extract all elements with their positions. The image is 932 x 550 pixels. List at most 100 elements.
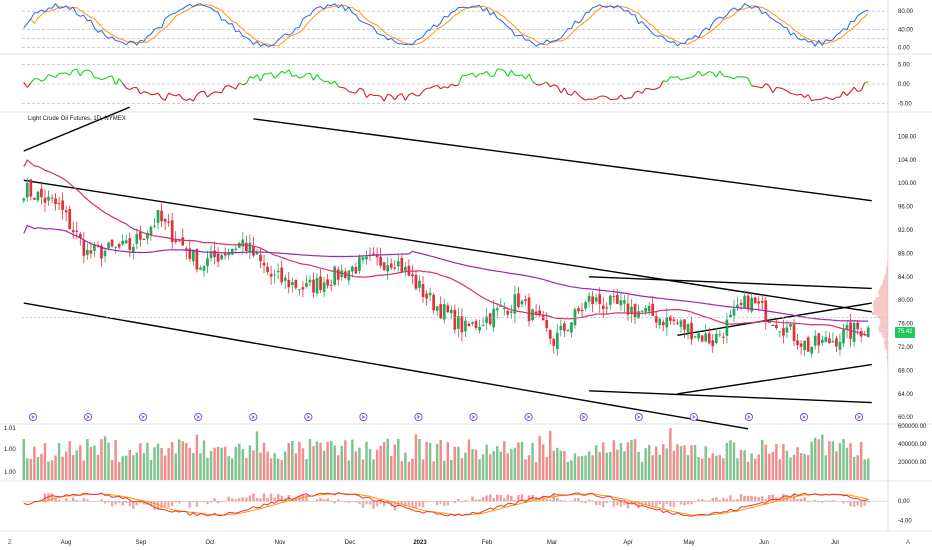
event-marker-icon[interactable] bbox=[524, 412, 533, 422]
volume-bar bbox=[460, 458, 464, 480]
event-marker-icon[interactable] bbox=[414, 412, 423, 422]
stoch-axis-label: 0.00 bbox=[898, 45, 910, 51]
macd-histogram-bar bbox=[117, 501, 121, 504]
x-axis-label: Dec bbox=[345, 540, 356, 546]
candle bbox=[665, 317, 669, 328]
momentum-segment bbox=[154, 92, 159, 95]
volume-left-label: 1.01 bbox=[4, 426, 16, 432]
momentum-segment bbox=[44, 74, 49, 80]
event-marker-icon[interactable] bbox=[799, 412, 808, 422]
momentum-segment bbox=[592, 98, 597, 100]
volume-bar bbox=[216, 446, 220, 480]
macd-histogram-bar bbox=[707, 500, 711, 502]
price-axis-label: 68.00 bbox=[898, 368, 914, 374]
macd-histogram-bar bbox=[573, 498, 577, 502]
candle bbox=[771, 324, 775, 326]
x-axis-label: Jul bbox=[831, 540, 839, 546]
candle bbox=[835, 338, 838, 347]
macd-histogram-bar bbox=[637, 501, 640, 509]
price-pane[interactable] bbox=[22, 106, 888, 430]
volume-bar bbox=[33, 446, 36, 480]
event-marker-icon[interactable] bbox=[139, 412, 148, 422]
candle bbox=[683, 319, 686, 330]
event-marker-icon[interactable] bbox=[634, 412, 643, 422]
macd-histogram-bar bbox=[26, 501, 29, 502]
stochastic-pane[interactable] bbox=[22, 3, 888, 48]
candle bbox=[209, 251, 213, 259]
candle bbox=[400, 257, 404, 273]
volume-pane[interactable] bbox=[22, 428, 870, 480]
momentum-segment bbox=[256, 74, 261, 82]
event-marker-icon[interactable] bbox=[194, 412, 203, 422]
candle bbox=[287, 279, 291, 288]
macd-pane[interactable] bbox=[22, 492, 888, 517]
price-axis-label: 100.00 bbox=[898, 181, 917, 187]
volume-bar bbox=[485, 444, 488, 480]
momentum-segment bbox=[755, 85, 759, 88]
momentum-segment bbox=[37, 78, 42, 82]
macd-histogram-bar bbox=[623, 501, 626, 506]
event-marker-icon[interactable] bbox=[469, 412, 478, 422]
volume-bar bbox=[623, 451, 626, 480]
candle bbox=[573, 309, 577, 326]
volume-bar bbox=[792, 454, 796, 480]
event-marker-icon[interactable] bbox=[854, 412, 864, 422]
macd-histogram-bar bbox=[174, 501, 177, 503]
volume-bar bbox=[404, 452, 407, 480]
macd-histogram-bar bbox=[863, 501, 866, 506]
macd-histogram-bar bbox=[280, 495, 283, 502]
momentum-segment bbox=[818, 98, 823, 101]
candle bbox=[775, 325, 778, 328]
macd-histogram-bar bbox=[669, 501, 672, 507]
price-axis-label: 108.00 bbox=[898, 134, 917, 140]
volume-bar bbox=[450, 459, 453, 480]
momentum-segment bbox=[23, 82, 28, 88]
momentum-segment bbox=[313, 74, 318, 81]
momentum-segment bbox=[825, 96, 830, 100]
event-marker-icon[interactable] bbox=[689, 412, 698, 422]
macd-histogram-bar bbox=[132, 501, 135, 509]
candle bbox=[354, 267, 358, 274]
volume-bar bbox=[446, 442, 450, 480]
momentum-segment bbox=[839, 91, 844, 98]
momentum-segment bbox=[751, 85, 756, 87]
macd-histogram-bar bbox=[746, 495, 750, 502]
macd-histogram-bar bbox=[506, 494, 510, 502]
event-marker-icon[interactable] bbox=[579, 412, 588, 422]
event-marker-icon[interactable] bbox=[304, 412, 313, 422]
momentum-segment bbox=[189, 98, 194, 102]
candle bbox=[435, 306, 439, 311]
event-marker-icon[interactable] bbox=[249, 412, 258, 422]
candle bbox=[365, 256, 368, 260]
timezone-label[interactable]: Z bbox=[8, 540, 12, 546]
macd-histogram-bar bbox=[43, 493, 47, 502]
candle bbox=[485, 316, 488, 323]
candle bbox=[598, 294, 602, 304]
momentum-segment bbox=[348, 90, 353, 94]
event-marker-icon[interactable] bbox=[359, 412, 368, 422]
event-marker-icon[interactable] bbox=[28, 412, 38, 422]
candle bbox=[478, 326, 481, 331]
event-markers[interactable] bbox=[28, 412, 864, 422]
candle bbox=[188, 248, 192, 260]
momentum-axis-label: -5.00 bbox=[898, 101, 912, 107]
macd-histogram-bar bbox=[428, 501, 432, 502]
macd-histogram-bar bbox=[188, 501, 192, 508]
candle bbox=[679, 320, 683, 327]
volume-bar bbox=[750, 453, 753, 480]
momentum-segment bbox=[55, 73, 60, 78]
macd-histogram-bar bbox=[700, 499, 704, 502]
event-marker-icon[interactable] bbox=[744, 412, 753, 422]
macd-histogram-bar bbox=[432, 501, 435, 502]
trendline-downtrend-lower bbox=[23, 302, 749, 430]
event-marker-icon[interactable] bbox=[84, 412, 93, 422]
momentum-pane[interactable] bbox=[22, 64, 888, 104]
momentum-axis-label: 5.00 bbox=[898, 63, 910, 69]
momentum-segment bbox=[168, 92, 173, 96]
volume-axis-label: 600000.00 bbox=[898, 424, 927, 430]
volume-bar bbox=[174, 453, 177, 480]
candle bbox=[425, 293, 428, 299]
auto-scale-toggle[interactable]: A bbox=[906, 540, 911, 546]
